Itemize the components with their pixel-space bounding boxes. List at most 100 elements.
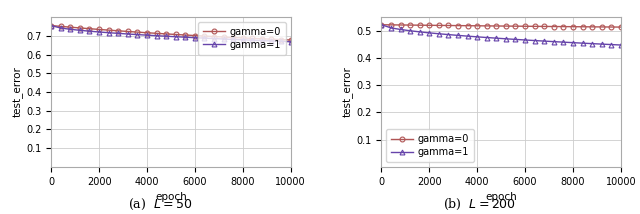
gamma=1 — [454, 34, 462, 37]
gamma=1 — [268, 40, 275, 42]
gamma=1 — [239, 39, 246, 41]
gamma=0 — [86, 27, 93, 30]
gamma=1 — [511, 38, 519, 41]
gamma=0 — [406, 24, 414, 26]
gamma=0 — [607, 26, 615, 28]
Line: gamma=0: gamma=0 — [379, 22, 623, 30]
X-axis label: epoch: epoch — [485, 192, 517, 202]
gamma=0 — [277, 38, 285, 41]
gamma=1 — [47, 24, 55, 27]
gamma=1 — [521, 39, 529, 41]
gamma=0 — [210, 35, 218, 38]
gamma=1 — [162, 35, 170, 37]
gamma=1 — [229, 38, 237, 41]
Text: (a)  $L = 50$: (a) $L = 50$ — [128, 196, 192, 212]
gamma=0 — [531, 25, 538, 28]
gamma=1 — [134, 33, 141, 36]
gamma=1 — [181, 36, 189, 39]
gamma=1 — [579, 42, 586, 45]
gamma=0 — [95, 28, 103, 31]
gamma=0 — [483, 25, 491, 27]
gamma=0 — [239, 37, 246, 39]
gamma=0 — [511, 25, 519, 27]
gamma=1 — [248, 39, 256, 42]
gamma=0 — [248, 37, 256, 40]
gamma=0 — [143, 31, 151, 34]
Y-axis label: test_error: test_error — [13, 67, 23, 117]
gamma=0 — [268, 38, 275, 40]
gamma=1 — [95, 31, 103, 33]
gamma=0 — [464, 24, 472, 27]
gamma=1 — [502, 37, 510, 40]
gamma=0 — [181, 34, 189, 36]
gamma=0 — [493, 25, 500, 27]
gamma=0 — [57, 25, 65, 28]
gamma=1 — [191, 36, 198, 39]
gamma=1 — [493, 37, 500, 39]
gamma=1 — [105, 31, 113, 34]
gamma=1 — [387, 27, 395, 29]
gamma=1 — [86, 30, 93, 33]
gamma=0 — [162, 33, 170, 35]
gamma=1 — [115, 32, 122, 35]
Line: gamma=0: gamma=0 — [49, 23, 293, 42]
gamma=1 — [378, 24, 385, 26]
gamma=0 — [229, 36, 237, 39]
gamma=1 — [220, 38, 227, 40]
gamma=1 — [607, 43, 615, 46]
gamma=1 — [445, 33, 452, 36]
gamma=1 — [287, 40, 294, 43]
gamma=0 — [569, 25, 577, 28]
gamma=1 — [76, 29, 84, 32]
gamma=1 — [172, 36, 179, 38]
gamma=0 — [258, 37, 266, 40]
Line: gamma=1: gamma=1 — [49, 23, 293, 44]
gamma=1 — [474, 36, 481, 38]
gamma=0 — [426, 24, 433, 27]
gamma=0 — [67, 26, 74, 28]
gamma=0 — [76, 27, 84, 29]
gamma=1 — [569, 41, 577, 44]
gamma=0 — [416, 24, 424, 27]
gamma=1 — [153, 34, 161, 37]
gamma=0 — [387, 24, 395, 26]
gamma=0 — [474, 25, 481, 27]
gamma=0 — [200, 35, 208, 37]
Line: gamma=1: gamma=1 — [379, 22, 623, 48]
gamma=1 — [124, 33, 132, 35]
gamma=1 — [200, 37, 208, 39]
Y-axis label: test_error: test_error — [343, 67, 353, 117]
gamma=0 — [191, 34, 198, 37]
gamma=0 — [397, 24, 404, 26]
gamma=0 — [445, 24, 452, 27]
gamma=0 — [559, 25, 567, 28]
gamma=0 — [588, 25, 596, 28]
gamma=0 — [115, 30, 122, 32]
gamma=0 — [47, 24, 55, 27]
gamma=0 — [579, 25, 586, 28]
gamma=0 — [378, 24, 385, 26]
gamma=0 — [550, 25, 557, 28]
gamma=1 — [483, 36, 491, 39]
gamma=1 — [559, 41, 567, 43]
gamma=1 — [426, 32, 433, 34]
gamma=1 — [57, 27, 65, 29]
gamma=0 — [617, 26, 625, 28]
X-axis label: epoch: epoch — [155, 192, 187, 202]
gamma=1 — [464, 35, 472, 37]
gamma=0 — [153, 32, 161, 35]
gamma=1 — [277, 40, 285, 43]
gamma=0 — [105, 29, 113, 31]
gamma=1 — [588, 42, 596, 45]
Legend: gamma=0, gamma=1: gamma=0, gamma=1 — [387, 129, 474, 162]
gamma=1 — [531, 39, 538, 42]
gamma=0 — [134, 31, 141, 33]
gamma=1 — [416, 31, 424, 33]
gamma=0 — [502, 25, 510, 27]
gamma=0 — [521, 25, 529, 28]
gamma=1 — [397, 28, 404, 31]
gamma=1 — [617, 44, 625, 46]
gamma=0 — [220, 36, 227, 38]
gamma=1 — [540, 40, 548, 42]
Legend: gamma=0, gamma=1: gamma=0, gamma=1 — [198, 22, 285, 55]
